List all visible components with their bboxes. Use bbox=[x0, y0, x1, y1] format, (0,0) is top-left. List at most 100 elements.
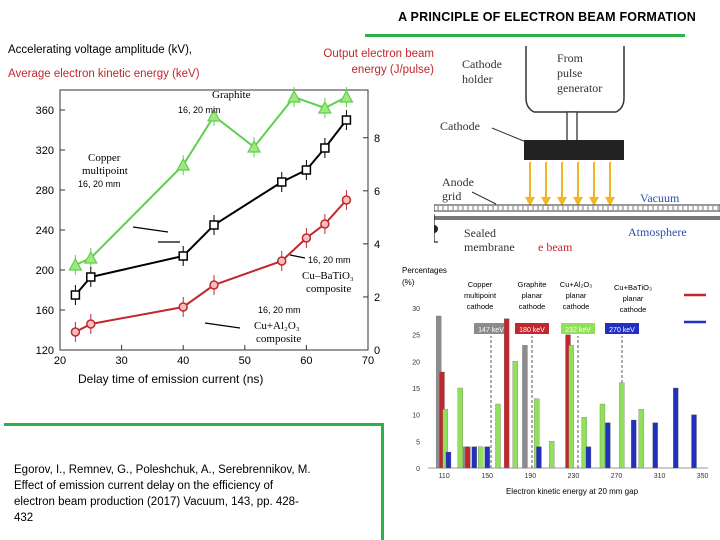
anno-cubatio-gap: 16, 20 mm bbox=[308, 255, 351, 265]
label-anode-2: grid bbox=[442, 189, 461, 203]
point-1-4 bbox=[277, 177, 287, 187]
y2-tick-label-0: 0 bbox=[374, 345, 380, 357]
energy-label-3: 270 keV bbox=[609, 327, 635, 334]
anno-copper-1: Copper bbox=[88, 152, 121, 164]
pointer-arrow-0 bbox=[132, 226, 169, 233]
point-0-7 bbox=[339, 89, 354, 103]
bar-y-tick-6: 30 bbox=[412, 306, 420, 313]
bar-2-10 bbox=[619, 382, 625, 469]
bar-category-label-2-1: planar bbox=[566, 291, 587, 300]
point-0-3 bbox=[206, 108, 222, 122]
bar-2-4 bbox=[512, 361, 518, 469]
x-tick-label-0: 20 bbox=[54, 355, 66, 367]
bar-ylabel-1: Percentages bbox=[402, 266, 447, 275]
bar-x-tick-1: 150 bbox=[481, 473, 493, 480]
point-0-2 bbox=[176, 157, 191, 171]
anno-cual-2: composite bbox=[256, 333, 301, 345]
pointer-arrow-3 bbox=[289, 254, 306, 259]
y-tick-label-0: 120 bbox=[36, 345, 54, 357]
right-bar-chart: 0 5 10 15 20 25 30 110 150 190 230 270 310 350 Percent… bbox=[402, 266, 709, 496]
point-2-7 bbox=[341, 195, 352, 205]
bar-x-tick-2: 190 bbox=[524, 473, 536, 480]
bar-category-label-3-1: planar bbox=[623, 294, 644, 303]
bar-category-label-0-2: cathode bbox=[467, 302, 494, 311]
label-cathode-holder: Cathode bbox=[462, 57, 502, 71]
bar-x-tick-6: 350 bbox=[697, 473, 709, 480]
point-1-0 bbox=[70, 290, 81, 300]
bar-xlabel: Electron kinetic energy at 20 mm gap bbox=[506, 487, 639, 496]
cathode-pointer bbox=[491, 127, 527, 143]
ground-dot bbox=[434, 225, 438, 233]
y2-tick-label-2: 4 bbox=[374, 239, 380, 251]
right-axis-label-output: Output electron beam energy (J/pulse) bbox=[323, 48, 434, 76]
bar-2-7 bbox=[568, 345, 574, 469]
point-1-1 bbox=[86, 272, 96, 282]
anno-graphite: Graphite bbox=[212, 89, 251, 101]
point-2-1 bbox=[86, 319, 96, 329]
point-2-0 bbox=[70, 327, 81, 337]
point-2-3 bbox=[209, 280, 219, 290]
bar-3-0 bbox=[445, 451, 452, 469]
bar-3-5 bbox=[605, 422, 611, 469]
bar-y-tick-2: 10 bbox=[412, 413, 420, 420]
bar-category-label-1-2: cathode bbox=[519, 302, 546, 311]
bar-y-tick-4: 20 bbox=[412, 359, 420, 366]
bar-category-label-1-1: planar bbox=[522, 291, 543, 300]
bar-category-label-3-2: cathode bbox=[620, 305, 647, 314]
bar-x-tick-4: 270 bbox=[611, 473, 623, 480]
anno-cubatio-2: composite bbox=[306, 283, 351, 295]
x-tick-label-3: 50 bbox=[239, 355, 251, 367]
point-1-3 bbox=[209, 220, 219, 230]
point-1-5 bbox=[301, 165, 312, 175]
label-cathode-holder-2: holder bbox=[462, 72, 493, 86]
bar-x-tick-0: 110 bbox=[439, 473, 450, 480]
y-tick-label-1: 160 bbox=[36, 305, 54, 317]
anno-copper-gap: 16, 20 mm bbox=[78, 179, 121, 189]
bar-2-2 bbox=[478, 446, 484, 469]
label-vacuum: Vacuum bbox=[640, 191, 680, 205]
bar-category-label-1-0: Graphite bbox=[518, 280, 547, 289]
anno-cual-1: Cu+Al₂O₃ bbox=[254, 320, 300, 332]
anode-grid bbox=[434, 204, 720, 212]
beam-arrowhead-4 bbox=[589, 197, 599, 206]
label-from-pulse: From bbox=[557, 51, 584, 65]
label-atmosphere: Atmosphere bbox=[628, 225, 687, 239]
anno-cubatio-1: Cu–BaTiO₃ bbox=[302, 270, 354, 282]
bar-y-tick-5: 25 bbox=[412, 333, 420, 340]
label-sealed: Sealed bbox=[464, 226, 496, 240]
y-tick-label-4: 280 bbox=[36, 185, 54, 197]
series-line-1 bbox=[74, 119, 348, 296]
energy-label-box-1 bbox=[515, 323, 549, 334]
label-anode: Anode bbox=[442, 175, 474, 189]
bar-category-label-3-0: Cu+BaTiO₃ bbox=[614, 283, 652, 292]
label-from-pulse-2: pulse bbox=[557, 66, 582, 80]
beam-arrowhead-0 bbox=[525, 197, 535, 206]
energy-label-box-3 bbox=[605, 323, 639, 334]
y-tick-label-3: 240 bbox=[36, 225, 54, 237]
bar-3-2 bbox=[484, 446, 490, 469]
anno-graphite-gap: 16, 20 mm bbox=[178, 105, 221, 115]
point-0-1 bbox=[83, 250, 98, 264]
bar-1-1 bbox=[465, 446, 471, 469]
electron-beam-diagram: Cathode holder From pulse generator Cath… bbox=[434, 46, 720, 254]
x-tick-label-2: 40 bbox=[177, 355, 189, 367]
bar-3-4 bbox=[585, 446, 592, 469]
point-1-2 bbox=[178, 251, 188, 261]
y-tick-label-6: 360 bbox=[36, 105, 54, 117]
point-0-6 bbox=[317, 100, 332, 114]
bar-y-tick-1: 5 bbox=[416, 439, 420, 446]
beam-arrowhead-1 bbox=[541, 197, 551, 206]
left-line-chart: 20 30 40 50 60 70 120 160 200 240 280 320 360 0 2 4 6 8 G… bbox=[36, 87, 380, 367]
bar-2-3 bbox=[495, 403, 501, 469]
bar-3-8 bbox=[673, 387, 679, 469]
page-title: A PRINCIPLE OF ELECTRON BEAM FORMATION bbox=[398, 10, 696, 24]
bar-2-9 bbox=[599, 403, 606, 469]
point-2-2 bbox=[178, 302, 188, 312]
point-1-7 bbox=[341, 115, 352, 125]
label-from-pulse-3: generator bbox=[557, 81, 602, 95]
bar-x-tick-3: 230 bbox=[568, 473, 580, 480]
bar-2-11 bbox=[638, 409, 644, 469]
sealed-membrane bbox=[434, 216, 720, 220]
bar-3-9 bbox=[691, 414, 697, 469]
bar-2-1 bbox=[457, 387, 463, 469]
